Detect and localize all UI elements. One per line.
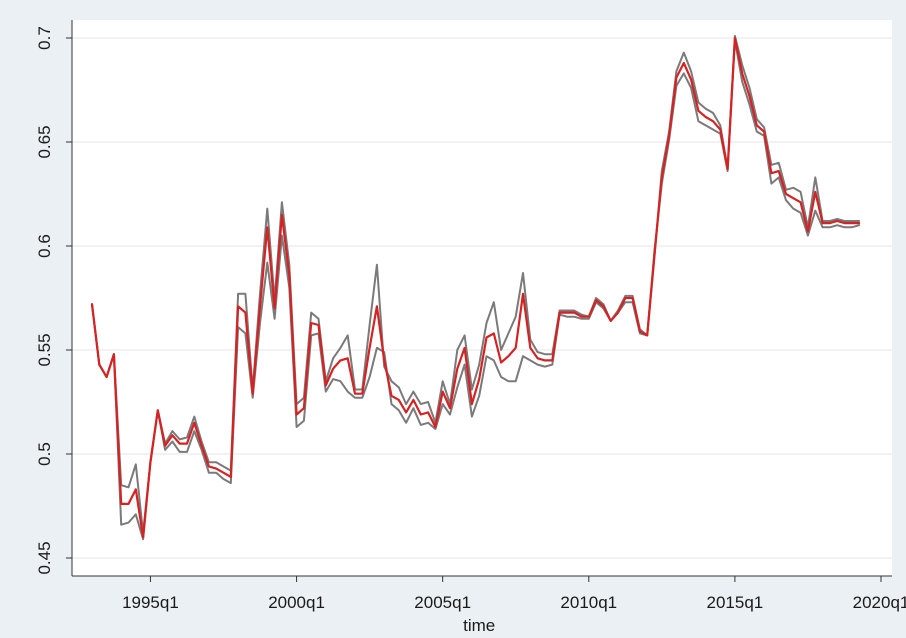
x-tick-label: 2020q1	[853, 593, 906, 612]
y-tick-label: 0.5	[35, 442, 54, 466]
x-tick-label: 2005q1	[414, 593, 471, 612]
x-axis-title: time	[463, 616, 495, 635]
plot-area	[72, 20, 892, 576]
y-tick-label: 0.65	[35, 125, 54, 158]
y-tick-label: 0.45	[35, 541, 54, 574]
y-tick-label: 0.55	[35, 333, 54, 366]
x-tick-label: 1995q1	[122, 593, 179, 612]
x-tick-label: 2015q1	[707, 593, 764, 612]
series-layer	[90, 34, 861, 541]
series-line	[90, 36, 861, 539]
y-tick-label: 0.6	[35, 234, 54, 258]
y-tick-label: 0.7	[35, 26, 54, 50]
x-tick-label: 2010q1	[560, 593, 617, 612]
axis-layer: 0.45 0.5 0.55 0.6 0.65 0.7 1995q1 2000q1 2005q1 2…	[35, 20, 906, 612]
x-tick-label: 2000q1	[268, 593, 325, 612]
